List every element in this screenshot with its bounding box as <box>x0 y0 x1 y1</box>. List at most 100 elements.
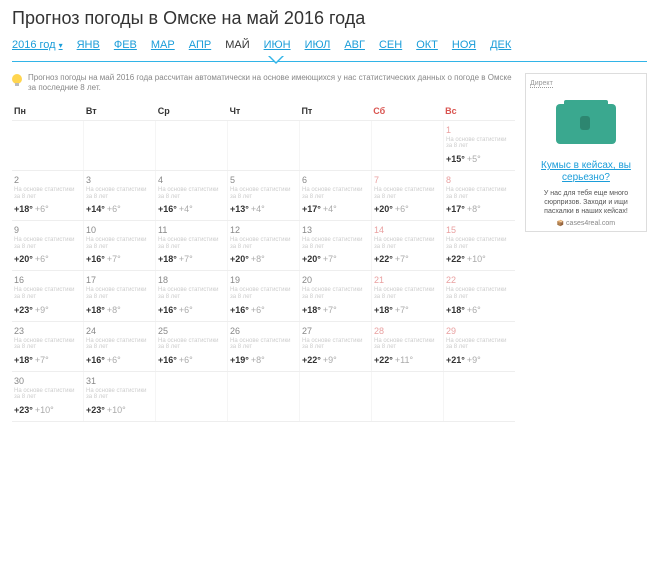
month-link[interactable]: ФЕВ <box>114 39 137 51</box>
temp-low: +7 <box>395 254 409 264</box>
calendar-cell[interactable]: 5На основе статистики за 8 лет+13+4 <box>228 171 300 220</box>
calendar-cell[interactable]: 12На основе статистики за 8 лет+20+8 <box>228 221 300 270</box>
year-month-nav: 2016 год ЯНВ ФЕВ МАР АПР МАЙ ИЮН ИЮЛ АВГ СЕН ОКТ Н… <box>12 39 647 51</box>
calendar-cell[interactable]: 13На основе статистики за 8 лет+20+7 <box>300 221 372 270</box>
ad-title[interactable]: Кумыс в кейсах, вы серьезно? <box>530 160 642 184</box>
calendar-cell[interactable]: 16На основе статистики за 8 лет+23+9 <box>12 271 84 320</box>
stat-note: На основе статистики за 8 лет <box>14 187 81 200</box>
month-link[interactable]: АПР <box>189 39 211 51</box>
year-select[interactable]: 2016 год <box>12 39 63 51</box>
ad-image[interactable] <box>530 94 642 154</box>
calendar-cell[interactable]: 8На основе статистики за 8 лет+17+8 <box>444 171 515 220</box>
calendar-cell[interactable]: 31На основе статистики за 8 лет+23+10 <box>84 372 156 421</box>
temperatures: +20+8 <box>230 254 297 264</box>
temperatures: +13+4 <box>230 204 297 214</box>
temp-low: +6 <box>251 305 265 315</box>
temp-low: +9 <box>467 355 481 365</box>
month-link[interactable]: МАР <box>151 39 175 51</box>
calendar-cell[interactable]: 2На основе статистики за 8 лет+18+6 <box>12 171 84 220</box>
temp-low: +7 <box>395 305 409 315</box>
month-link[interactable]: АВГ <box>344 39 365 51</box>
temperatures: +18+7 <box>374 305 441 315</box>
calendar-cell[interactable]: 28На основе статистики за 8 лет+22+11 <box>372 322 444 371</box>
calendar-cell[interactable]: 3На основе статистики за 8 лет+14+6 <box>84 171 156 220</box>
temp-low: +4 <box>179 204 193 214</box>
temp-low: +6 <box>179 355 193 365</box>
temperatures: +15+5 <box>446 154 513 164</box>
temp-low: +6 <box>107 355 121 365</box>
day-number: 15 <box>446 225 513 235</box>
temp-high: +20 <box>302 254 321 264</box>
calendar-cell[interactable]: 18На основе статистики за 8 лет+16+6 <box>156 271 228 320</box>
calendar-cell[interactable]: 27На основе статистики за 8 лет+22+9 <box>300 322 372 371</box>
temp-low: +7 <box>323 305 337 315</box>
ad-url[interactable]: cases4real.com <box>530 220 642 227</box>
day-number: 30 <box>14 376 81 386</box>
calendar-cell[interactable]: 19На основе статистики за 8 лет+16+6 <box>228 271 300 320</box>
calendar-cell-empty <box>444 372 515 421</box>
temperatures: +16+6 <box>158 305 225 315</box>
calendar-cell[interactable]: 9На основе статистики за 8 лет+20+6 <box>12 221 84 270</box>
calendar-row: 16На основе статистики за 8 лет+23+917На… <box>12 271 515 321</box>
weekday-header: Чт <box>228 102 300 120</box>
temperatures: +18+7 <box>302 305 369 315</box>
temp-low: +9 <box>35 305 49 315</box>
calendar-cell[interactable]: 21На основе статистики за 8 лет+18+7 <box>372 271 444 320</box>
temperatures: +18+8 <box>86 305 153 315</box>
ad-label: Директ <box>530 80 553 88</box>
day-number: 29 <box>446 326 513 336</box>
calendar-cell[interactable]: 24На основе статистики за 8 лет+16+6 <box>84 322 156 371</box>
ad-sidebar: Директ Кумыс в кейсах, вы серьезно? У на… <box>525 73 647 232</box>
calendar-cell[interactable]: 25На основе статистики за 8 лет+16+6 <box>156 322 228 371</box>
month-link[interactable]: ЯНВ <box>77 39 100 51</box>
day-number: 19 <box>230 275 297 285</box>
stat-note: На основе статистики за 8 лет <box>86 237 153 250</box>
calendar-cell[interactable]: 10На основе статистики за 8 лет+16+7 <box>84 221 156 270</box>
stat-note: На основе статистики за 8 лет <box>446 338 513 351</box>
day-number: 18 <box>158 275 225 285</box>
temp-high: +15 <box>446 154 465 164</box>
temp-high: +17 <box>446 204 465 214</box>
calendar-cell[interactable]: 22На основе статистики за 8 лет+18+6 <box>444 271 515 320</box>
temp-high: +23 <box>14 405 33 415</box>
calendar-cell[interactable]: 26На основе статистики за 8 лет+19+8 <box>228 322 300 371</box>
temp-low: +7 <box>323 254 337 264</box>
calendar-cell[interactable]: 23На основе статистики за 8 лет+18+7 <box>12 322 84 371</box>
calendar-cell[interactable]: 14На основе статистики за 8 лет+22+7 <box>372 221 444 270</box>
calendar-cell-empty <box>12 121 84 170</box>
day-number: 2 <box>14 175 81 185</box>
stat-note: На основе статистики за 8 лет <box>302 187 369 200</box>
stat-note: На основе статистики за 8 лет <box>14 338 81 351</box>
calendar-cell-empty <box>156 121 228 170</box>
month-links: ЯНВ ФЕВ МАР АПР МАЙ ИЮН ИЮЛ АВГ СЕН ОКТ НОЯ ДЕК <box>77 39 512 51</box>
calendar-cell[interactable]: 20На основе статистики за 8 лет+18+7 <box>300 271 372 320</box>
calendar-cell-empty <box>156 372 228 421</box>
stat-note: На основе статистики за 8 лет <box>158 338 225 351</box>
month-link[interactable]: НОЯ <box>452 39 476 51</box>
calendar-cell[interactable]: 6На основе статистики за 8 лет+17+4 <box>300 171 372 220</box>
weekday-header: Пн <box>12 102 84 120</box>
month-link[interactable]: ИЮЛ <box>305 39 331 51</box>
temp-high: +22 <box>374 355 393 365</box>
calendar-cell[interactable]: 15На основе статистики за 8 лет+22+10 <box>444 221 515 270</box>
calendar-cell[interactable]: 4На основе статистики за 8 лет+16+4 <box>156 171 228 220</box>
day-number: 31 <box>86 376 153 386</box>
month-link[interactable]: МАЙ <box>225 39 249 51</box>
calendar-cell[interactable]: 7На основе статистики за 8 лет+20+6 <box>372 171 444 220</box>
calendar-cell[interactable]: 11На основе статистики за 8 лет+18+7 <box>156 221 228 270</box>
month-link[interactable]: ДЕК <box>490 39 511 51</box>
calendar-cell-empty <box>372 121 444 170</box>
calendar-cell[interactable]: 1На основе статистики за 8 лет+15+5 <box>444 121 515 170</box>
month-link[interactable]: ОКТ <box>416 39 438 51</box>
calendar-cell[interactable]: 29На основе статистики за 8 лет+21+9 <box>444 322 515 371</box>
temp-low: +6 <box>35 254 49 264</box>
calendar-header: ПнВтСрЧтПтСбВс <box>12 102 515 121</box>
month-link[interactable]: ИЮН <box>264 39 291 51</box>
temp-low: +6 <box>107 204 121 214</box>
temp-high: +19 <box>230 355 249 365</box>
calendar-cell[interactable]: 30На основе статистики за 8 лет+23+10 <box>12 372 84 421</box>
temperatures: +17+4 <box>302 204 369 214</box>
calendar-cell[interactable]: 17На основе статистики за 8 лет+18+8 <box>84 271 156 320</box>
temp-low: +6 <box>179 305 193 315</box>
month-link[interactable]: СЕН <box>379 39 402 51</box>
